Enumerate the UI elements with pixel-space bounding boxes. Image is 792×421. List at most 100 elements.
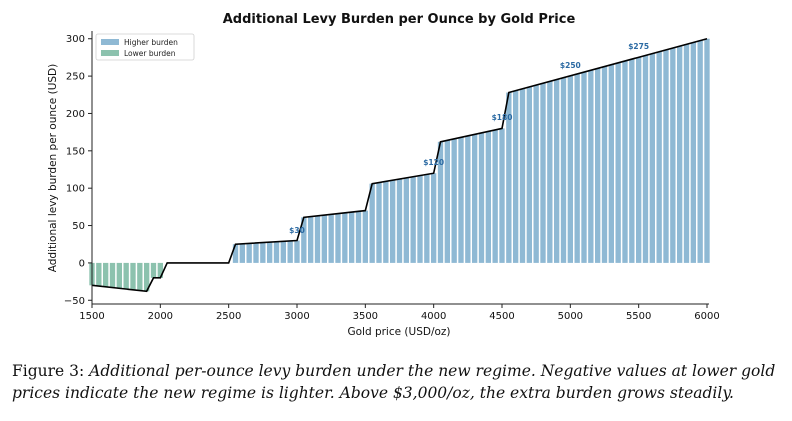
bar <box>595 68 601 263</box>
y-tick-label: 50 <box>72 221 85 232</box>
bar <box>540 83 546 263</box>
bar <box>280 241 286 263</box>
bar <box>506 92 512 263</box>
bar <box>246 243 252 263</box>
bar <box>574 73 580 263</box>
data-label: $250 <box>560 61 581 70</box>
bar <box>273 241 280 263</box>
bar <box>458 137 464 263</box>
bar <box>417 175 423 263</box>
bars <box>89 38 710 292</box>
annotations: $30 $120 $180 $250 $275 <box>289 42 649 235</box>
bar <box>690 42 696 263</box>
bar <box>636 57 642 263</box>
bar <box>396 179 403 263</box>
bar <box>704 38 710 263</box>
bar <box>485 131 491 263</box>
bar <box>554 79 560 263</box>
x-tick-label: 2500 <box>216 311 241 322</box>
data-label: $120 <box>423 158 444 167</box>
legend-box <box>95 33 195 61</box>
bar <box>130 262 136 290</box>
bar <box>328 214 334 263</box>
bar <box>581 72 587 263</box>
caption-label: Figure 3: <box>12 362 85 380</box>
legend-label: Lower burden <box>124 49 176 58</box>
bar <box>677 46 683 263</box>
bar <box>437 141 444 263</box>
bar <box>444 140 450 263</box>
bar <box>410 176 416 263</box>
bar <box>465 135 471 263</box>
burden-line <box>91 37 708 293</box>
legend-swatch <box>101 50 119 56</box>
bar <box>96 262 102 287</box>
bar <box>608 64 614 263</box>
bar <box>526 86 532 263</box>
bar <box>369 183 375 263</box>
bar <box>349 212 355 263</box>
data-label: $180 <box>492 113 513 122</box>
bar <box>232 244 239 263</box>
x-tick-label: 6000 <box>694 311 719 322</box>
bar <box>383 181 389 263</box>
bar <box>615 62 621 263</box>
chart-figure: Additional Levy Burden per Ounce by Gold… <box>47 12 720 338</box>
x-tick-label: 3000 <box>284 311 309 322</box>
y-tick-label: 150 <box>66 146 85 157</box>
bar <box>533 85 539 263</box>
bar <box>335 213 341 263</box>
bar <box>253 242 259 263</box>
bar <box>424 174 430 263</box>
chart-title: Additional Levy Burden per Ounce by Gold… <box>223 12 576 27</box>
bar <box>588 70 594 263</box>
bar <box>355 211 362 263</box>
bar <box>150 262 157 278</box>
y-tick-label: 100 <box>66 184 85 195</box>
legend: Higher burden Lower burden <box>95 33 195 61</box>
bar <box>390 180 396 263</box>
figure-caption: Figure 3: Additional per-ounce levy burd… <box>12 360 782 404</box>
x-axis-label: Gold price (USD/oz) <box>347 326 450 338</box>
bar <box>314 215 321 263</box>
bar <box>656 51 662 263</box>
bar <box>267 242 273 263</box>
caption-text: Additional per-ounce levy burden under t… <box>12 362 776 402</box>
bar <box>697 40 703 263</box>
legend-swatch <box>101 39 119 45</box>
axes: 1500 2000 2500 3000 3500 4000 4500 5000 5500 6000… <box>64 31 720 322</box>
bar <box>519 88 526 263</box>
bar <box>342 212 348 263</box>
bar <box>301 217 307 263</box>
burden-line-path <box>91 37 708 293</box>
bar <box>109 262 116 288</box>
data-label: $275 <box>628 42 649 51</box>
chart: Additional Levy Burden per Ounce by Gold… <box>47 12 720 338</box>
x-tick-label: 4000 <box>421 311 446 322</box>
bar <box>649 53 655 263</box>
bar <box>376 182 382 263</box>
y-tick-label: −50 <box>64 296 85 307</box>
x-tick-label: 1500 <box>79 311 104 322</box>
x-tick-label: 5000 <box>558 311 583 322</box>
bar <box>116 262 122 289</box>
bar <box>403 177 409 263</box>
x-tick-label: 4500 <box>489 311 514 322</box>
bar <box>103 262 109 287</box>
bar <box>144 262 150 292</box>
bar <box>362 210 368 263</box>
bar <box>321 215 327 263</box>
bar <box>513 90 519 263</box>
bar <box>123 262 129 290</box>
y-tick-label: 300 <box>66 34 85 45</box>
bar <box>287 240 293 263</box>
bar <box>567 75 573 263</box>
bar <box>308 216 314 263</box>
bar <box>683 44 690 263</box>
bar <box>642 55 649 263</box>
bar <box>451 138 457 263</box>
bar <box>547 81 553 263</box>
bar <box>431 173 437 263</box>
bar <box>629 59 635 263</box>
bar <box>670 48 676 263</box>
